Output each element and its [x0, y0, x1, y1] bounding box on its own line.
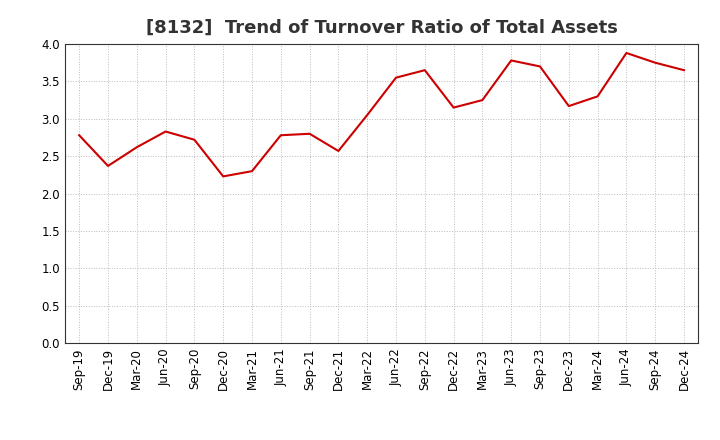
- Title: [8132]  Trend of Turnover Ratio of Total Assets: [8132] Trend of Turnover Ratio of Total …: [145, 19, 618, 37]
